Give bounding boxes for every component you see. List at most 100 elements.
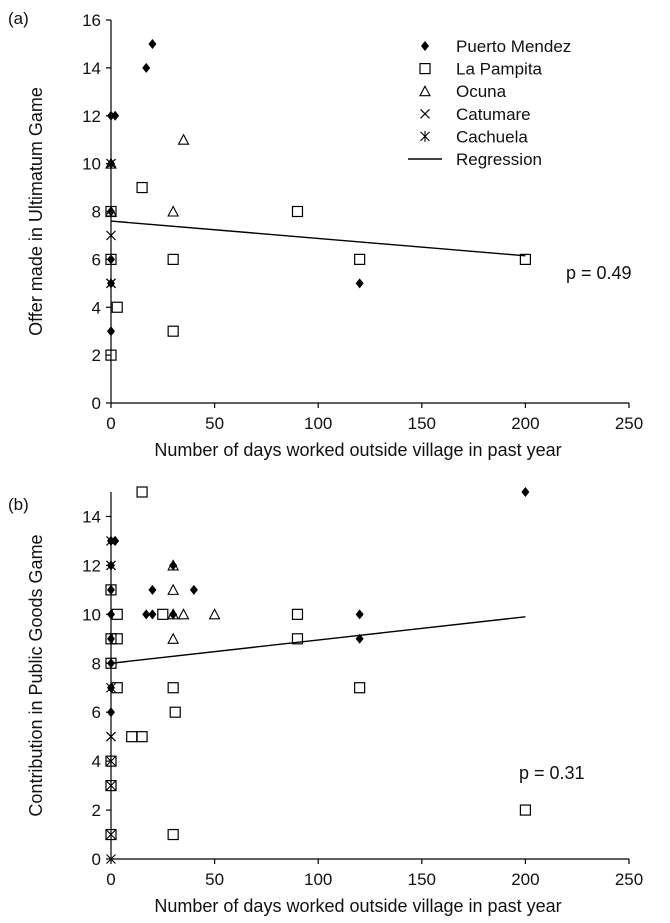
data-point <box>291 608 304 620</box>
data-point <box>111 633 123 645</box>
data-point <box>142 62 151 73</box>
data-point <box>169 706 181 718</box>
data-point <box>167 583 180 595</box>
y-axis-title: Contribution in Public Goods Game <box>26 534 46 816</box>
y-tick-label: 14 <box>82 59 101 78</box>
data-point <box>107 658 115 669</box>
panel-b: 0 2 4 6 8 10 12 14 0 50 100 150 200 250 Number of days… <box>8 486 643 916</box>
x-tick-label: 0 <box>106 870 115 889</box>
x-tick-label: 100 <box>304 414 332 433</box>
y-tick-label: 0 <box>92 850 101 869</box>
data-point <box>105 657 117 669</box>
y-tick-label: 6 <box>92 703 101 722</box>
y-tick-label: 14 <box>82 507 101 526</box>
data-point <box>291 205 304 218</box>
data-point <box>355 278 364 289</box>
legend-entry: Regression <box>456 150 542 169</box>
data-point <box>167 325 179 337</box>
data-point <box>167 559 180 571</box>
data-point <box>521 487 530 497</box>
data-point <box>107 206 115 217</box>
x-tick-label: 200 <box>511 870 539 889</box>
data-point <box>106 559 116 571</box>
data-point <box>167 608 180 620</box>
y-tick-label: 8 <box>92 654 101 673</box>
y-tick-label: 12 <box>82 556 101 575</box>
data-point <box>107 633 115 644</box>
regression-line <box>110 220 526 257</box>
series-ocuna <box>167 559 221 644</box>
data-point <box>106 230 116 241</box>
data-point <box>291 633 304 645</box>
data-point <box>106 277 116 289</box>
data-point <box>105 205 117 217</box>
x-tick-label: 250 <box>615 414 643 433</box>
data-point <box>111 301 123 313</box>
y-tick-label: 4 <box>92 752 101 771</box>
data-point <box>105 584 117 596</box>
p-value-annotation: p = 0.49 <box>566 263 632 283</box>
data-point <box>107 254 115 265</box>
data-point <box>169 560 178 571</box>
data-point <box>208 608 221 620</box>
data-point <box>148 38 157 49</box>
x-tick-label: 50 <box>205 870 224 889</box>
data-point <box>355 609 364 620</box>
data-point <box>105 349 117 361</box>
series-cachuela <box>106 535 116 792</box>
data-point <box>167 632 180 644</box>
x-tick-label: 250 <box>615 870 643 889</box>
data-point <box>106 731 116 743</box>
data-point <box>105 828 117 841</box>
data-point <box>355 633 364 644</box>
series-puerto-mendez <box>107 38 364 337</box>
legend-marker <box>420 108 430 119</box>
data-point <box>107 707 115 718</box>
x-tick-label: 200 <box>511 414 539 433</box>
data-point <box>111 608 123 620</box>
legend-entry: Cachuela <box>456 127 528 146</box>
y-tick-label: 10 <box>82 155 101 174</box>
regression-line <box>110 616 526 664</box>
data-point <box>107 110 115 121</box>
y-tick-label: 6 <box>92 250 101 269</box>
p-value-annotation: p = 0.31 <box>519 763 585 783</box>
data-point <box>105 253 117 265</box>
data-point <box>167 253 179 265</box>
data-point <box>106 158 116 170</box>
data-point <box>142 609 151 620</box>
data-point <box>106 780 116 792</box>
x-tick-label: 150 <box>408 414 436 433</box>
legend: Puerto Mendez La Pampita Ocuna Catumare Cach… <box>408 37 571 169</box>
data-point <box>354 253 366 265</box>
series-cachuela <box>106 158 116 289</box>
data-point <box>106 755 116 767</box>
x-tick-label: 150 <box>408 870 436 889</box>
data-point <box>106 535 116 547</box>
data-point <box>354 682 366 694</box>
data-point <box>519 804 532 816</box>
y-tick-label: 2 <box>92 346 101 365</box>
data-point <box>148 584 157 595</box>
data-point <box>148 609 157 620</box>
data-point <box>107 326 115 337</box>
legend-marker <box>419 85 431 97</box>
data-point <box>167 682 179 694</box>
data-point <box>105 633 117 645</box>
data-point <box>126 731 138 743</box>
y-tick-label: 4 <box>92 298 101 317</box>
y-tick-label: 10 <box>82 605 101 624</box>
y-tick-label: 12 <box>82 107 101 126</box>
x-axis-title: Number of days worked outside village in… <box>154 440 561 460</box>
legend-entry: Catumare <box>456 105 531 124</box>
data-point <box>157 608 169 620</box>
data-point <box>106 829 116 840</box>
panel-label: (a) <box>8 9 29 28</box>
x-tick-label: 100 <box>304 870 332 889</box>
series-la-pampita <box>105 486 532 841</box>
data-point <box>136 486 148 498</box>
y-axis-title: Offer made in Ultimatum Game <box>26 87 46 336</box>
data-point <box>136 731 148 743</box>
data-point <box>106 854 116 864</box>
